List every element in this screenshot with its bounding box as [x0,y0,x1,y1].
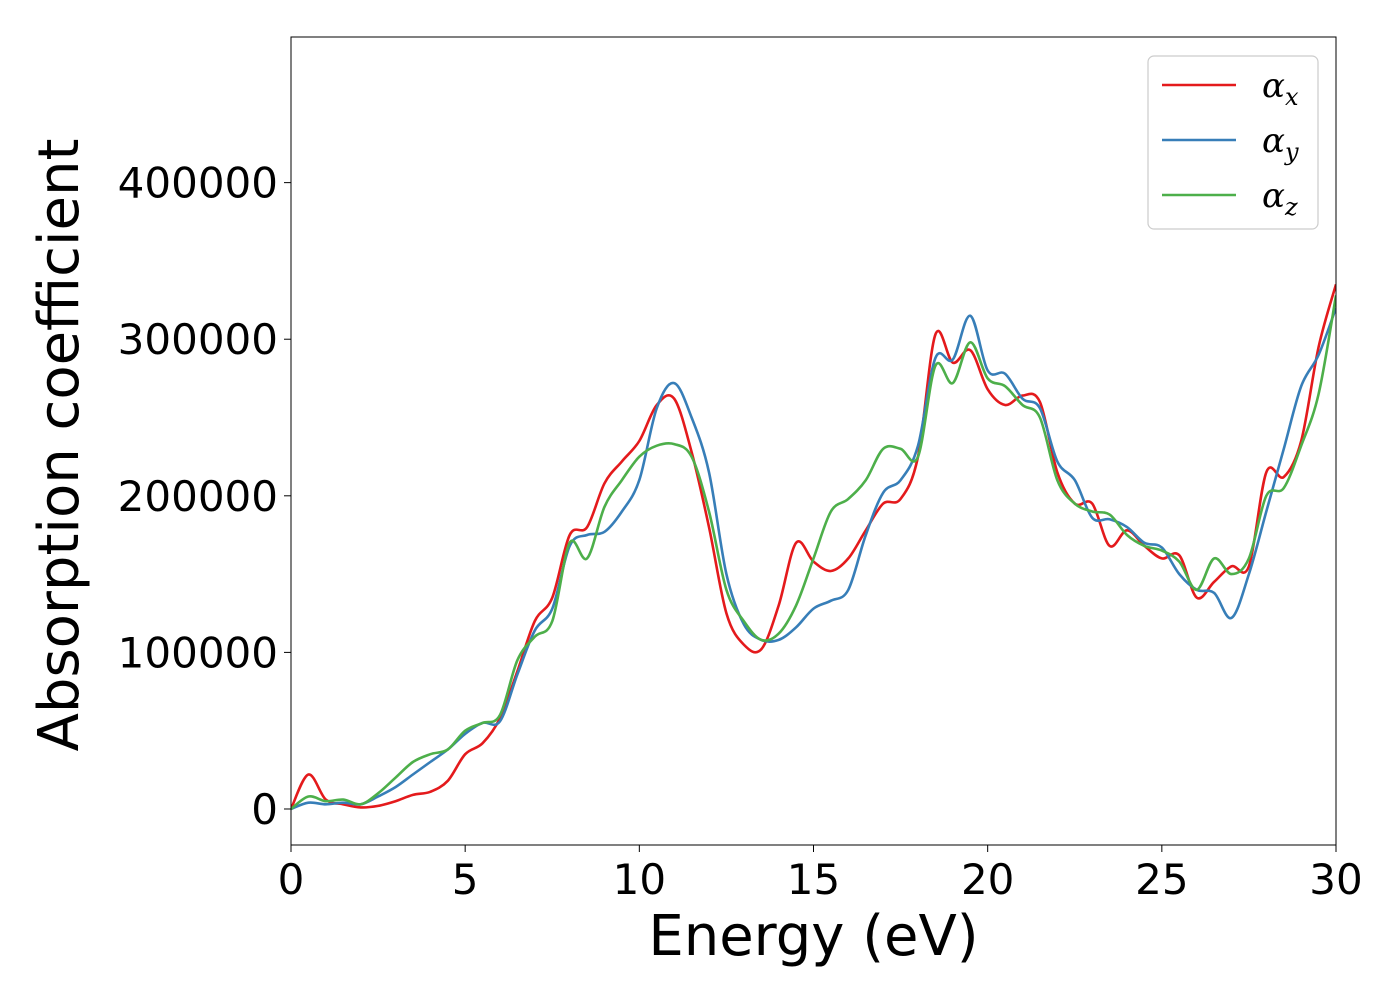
y-tick-label: 100000 [118,628,278,677]
series-line-alpha-z [291,295,1336,811]
x-tick-label: 15 [787,855,840,904]
y-axis: 0 100000 200000 300000 400000 [118,159,291,834]
x-tick-label: 25 [1135,855,1188,904]
x-tick-label: 0 [278,855,305,904]
series-layer [291,284,1336,811]
legend-label-alpha-y: αy [1262,121,1299,166]
x-tick-label: 20 [961,855,1014,904]
x-tick-label: 5 [452,855,479,904]
x-axis-title: Energy (eV) [648,904,978,969]
y-tick-label: 400000 [118,159,278,208]
y-axis-title: Absorption coefficient [27,139,92,752]
y-tick-label: 300000 [118,315,278,364]
legend-box [1147,55,1319,230]
x-tick-label: 30 [1309,855,1362,904]
series-line-alpha-y [291,307,1336,811]
y-tick-label: 0 [251,785,278,834]
x-tick-label: 10 [613,855,666,904]
y-tick-label: 200000 [118,472,278,521]
x-axis: 0 5 10 15 20 25 30 [278,845,1363,904]
legend-label-alpha-x: αx [1262,66,1299,111]
series-line-alpha-x [291,284,1336,810]
